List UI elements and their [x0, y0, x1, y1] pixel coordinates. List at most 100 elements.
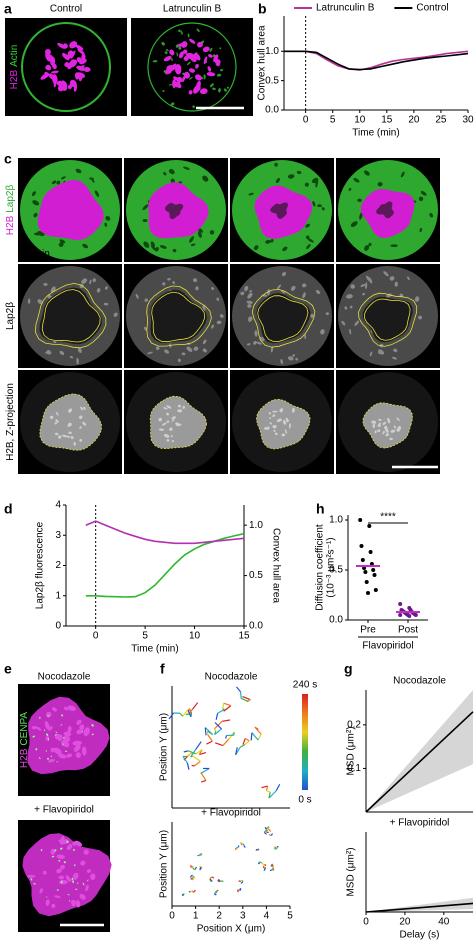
track-segment — [239, 744, 246, 748]
outline — [358, 292, 418, 347]
texture — [55, 419, 59, 423]
texture — [390, 244, 398, 248]
texture — [305, 235, 310, 240]
texture — [72, 740, 82, 746]
texture — [171, 416, 175, 420]
texture — [70, 899, 76, 905]
outline — [257, 295, 309, 343]
texture — [172, 79, 177, 89]
y2-tick-label: 0.5 — [249, 570, 263, 581]
y-tick-label: 0.0 — [329, 615, 343, 626]
texture — [382, 421, 386, 426]
x-axis-label: Delay (s) — [399, 930, 439, 941]
texture — [256, 341, 263, 345]
data-point — [413, 613, 418, 617]
texture — [195, 63, 199, 69]
texture — [91, 724, 94, 727]
texture — [268, 412, 271, 415]
texture — [54, 849, 57, 852]
nucleus — [362, 402, 413, 449]
texture — [56, 854, 65, 859]
texture — [80, 860, 86, 866]
texture — [284, 429, 288, 434]
texture — [171, 419, 175, 422]
x-tick-label: Pre — [360, 625, 376, 636]
outline — [251, 288, 316, 348]
track-segment — [270, 833, 273, 836]
texture — [47, 737, 49, 741]
track-segment — [263, 831, 267, 835]
track-segment — [182, 708, 190, 717]
texture — [344, 306, 348, 310]
texture — [166, 439, 170, 442]
texture — [392, 356, 397, 360]
texture — [144, 298, 148, 302]
track-segment — [258, 862, 261, 865]
x-tick-label: 4 — [264, 911, 270, 922]
texture — [50, 848, 56, 855]
image-title: + Flavopiridol — [34, 805, 94, 816]
texture — [276, 418, 283, 423]
track-segment — [236, 846, 239, 849]
track-segment — [261, 785, 268, 789]
texture — [357, 198, 362, 203]
texture — [181, 75, 186, 83]
texture — [91, 177, 95, 183]
texture — [287, 356, 294, 361]
texture — [171, 58, 174, 61]
texture — [67, 64, 72, 70]
texture — [77, 347, 82, 354]
texture — [67, 894, 70, 896]
texture — [81, 53, 86, 61]
texture — [159, 245, 167, 249]
texture — [70, 435, 74, 440]
texture — [315, 289, 321, 295]
track-segment — [240, 691, 242, 699]
track-segment — [257, 734, 262, 740]
texture — [86, 869, 92, 873]
texture — [180, 41, 188, 48]
series-line — [284, 50, 469, 71]
texture — [377, 429, 381, 433]
texture — [203, 74, 206, 79]
panel-letter: e — [4, 661, 12, 677]
texture — [420, 190, 427, 196]
track-segment — [202, 767, 210, 774]
y-axis-label: MSD (μm²) — [346, 726, 357, 775]
x-tick-label: 2 — [216, 911, 222, 922]
texture — [383, 271, 389, 277]
texture — [286, 419, 290, 423]
texture — [61, 80, 68, 88]
texture — [385, 433, 390, 437]
texture — [162, 90, 165, 93]
track-segment — [269, 869, 272, 872]
data-point — [368, 550, 373, 554]
texture — [56, 180, 61, 185]
texture — [164, 349, 170, 354]
texture — [176, 64, 182, 70]
texture — [248, 192, 254, 196]
texture — [73, 864, 76, 867]
x-tick-label: 0 — [169, 911, 175, 922]
channel-label: H2B Lap2β — [5, 185, 16, 236]
track-segment — [223, 702, 232, 707]
texture — [83, 406, 86, 410]
texture — [175, 422, 181, 427]
texture — [418, 196, 424, 201]
texture — [393, 348, 398, 353]
track-segment — [215, 713, 219, 720]
texture — [349, 305, 353, 309]
texture — [311, 177, 319, 184]
texture — [66, 753, 73, 758]
track-segment — [250, 732, 253, 741]
micrograph — [131, 18, 253, 116]
track-segment — [201, 773, 207, 781]
track-segment — [206, 740, 213, 745]
texture — [73, 83, 78, 92]
x-tick-label: 5 — [142, 631, 148, 642]
texture — [179, 51, 184, 59]
track-segment — [215, 889, 219, 893]
texture — [104, 286, 108, 290]
texture — [83, 67, 91, 72]
texture — [275, 178, 281, 184]
